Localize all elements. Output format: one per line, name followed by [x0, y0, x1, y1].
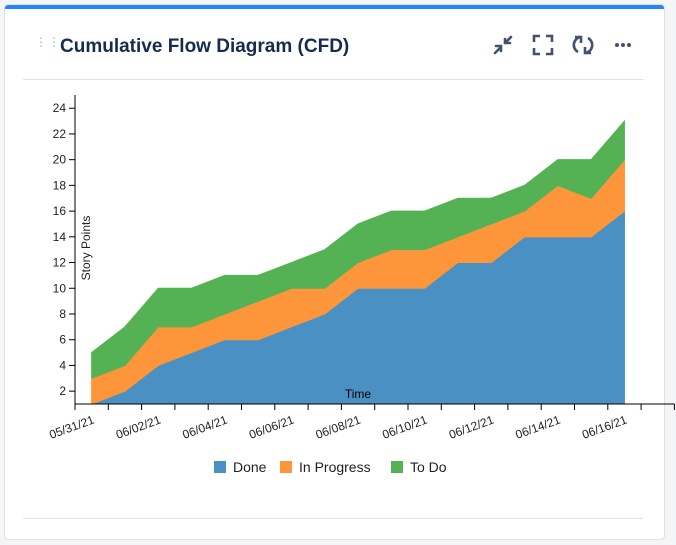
y-tick-label: 22 [53, 127, 67, 141]
y-tick-label: 18 [53, 178, 67, 192]
legend-item-to-do[interactable]: To Do [391, 459, 447, 475]
x-tick-label: 06/08/21 [314, 413, 363, 442]
legend: Done In Progress To Do [214, 459, 447, 475]
area-layers [91, 119, 625, 405]
legend-label: Done [233, 459, 267, 475]
area-to-do [91, 119, 625, 380]
more-icon[interactable] [611, 33, 635, 57]
x-tick-label: 05/31/21 [47, 413, 96, 442]
x-tick-label: 06/04/21 [181, 413, 230, 442]
minimize-icon[interactable] [491, 33, 515, 57]
legend-swatch [280, 461, 292, 473]
x-tick-label: 06/10/21 [380, 413, 429, 442]
legend-item-in-progress[interactable]: In Progress [280, 459, 371, 475]
x-tick-label: 06/02/21 [114, 413, 163, 442]
legend-swatch [391, 461, 403, 473]
x-axis-label: Time [345, 387, 372, 401]
legend-label: To Do [410, 459, 447, 475]
header-divider [23, 79, 643, 80]
y-tick-label: 6 [59, 333, 66, 347]
y-axis-label: Story Points [79, 216, 93, 281]
y-tick-label: 4 [59, 358, 66, 372]
fullscreen-icon[interactable] [531, 33, 555, 57]
x-tick-label: 06/06/21 [247, 413, 296, 442]
card-accent-bar [5, 5, 664, 9]
y-tick-label: 24 [53, 101, 67, 115]
y-tick-label: 20 [53, 153, 67, 167]
refresh-icon[interactable] [571, 33, 595, 57]
legend-swatch [214, 461, 226, 473]
card-title: Cumulative Flow Diagram (CFD) [60, 36, 350, 57]
y-tick-label: 16 [53, 204, 67, 218]
footer-divider [23, 518, 643, 519]
y-tick-label: 12 [53, 256, 67, 270]
y-tick-label: 2 [59, 384, 66, 398]
x-tick-label: 06/12/21 [447, 413, 496, 442]
y-tick-label: 8 [59, 307, 66, 321]
x-tick-label: 06/16/21 [580, 413, 629, 442]
legend-item-done[interactable]: Done [214, 459, 267, 475]
x-axis: 05/31/21 06/02/21 06/04/21 06/06/21 06/08/21… [47, 403, 675, 442]
y-tick-label: 14 [53, 230, 67, 244]
y-tick-label: 10 [53, 281, 67, 295]
legend-label: In Progress [299, 459, 371, 475]
x-tick-label: 06/14/21 [514, 413, 563, 442]
